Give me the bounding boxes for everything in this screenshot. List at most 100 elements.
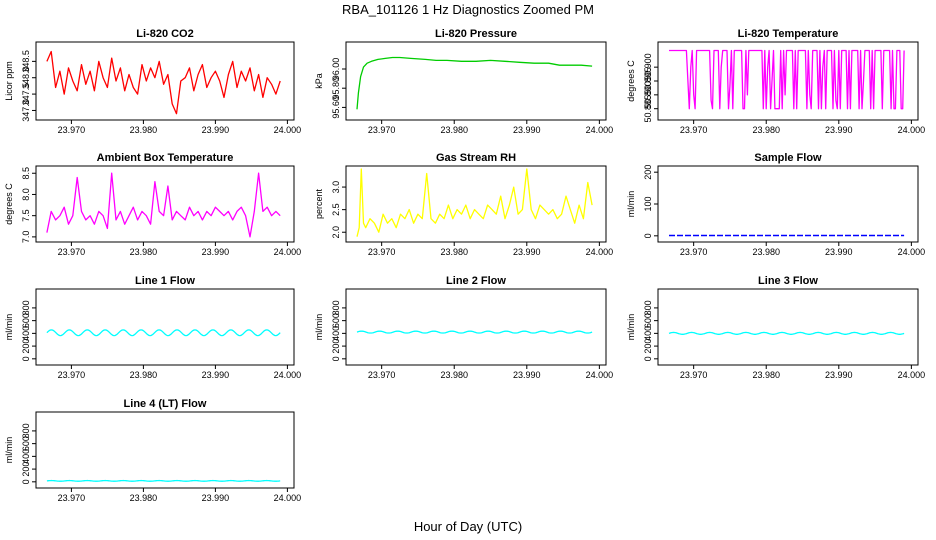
y-tick-label: 200 (21, 339, 31, 354)
plot-frame (35, 165, 295, 243)
x-tick-label: 23.990 (202, 370, 230, 380)
panel-title: Li-820 Temperature (738, 28, 839, 40)
plot-frame (345, 288, 607, 366)
x-tick-label: 23.970 (368, 247, 396, 257)
x-tick-label: 23.980 (130, 247, 158, 257)
panel-title: Ambient Box Temperature (97, 152, 234, 164)
y-tick-label: 8.0 (21, 188, 31, 201)
y-tick-label: 8.5 (21, 167, 31, 180)
x-tick-label: 23.970 (368, 125, 396, 135)
x-tick-label: 23.970 (680, 370, 708, 380)
panel-title: Line 1 Flow (135, 275, 195, 287)
series-line (356, 330, 593, 334)
x-tick-label: 23.980 (130, 370, 158, 380)
x-tick-label: 23.970 (58, 125, 86, 135)
x-tick-label: 23.970 (58, 493, 86, 503)
x-tick-label: 24.000 (586, 125, 614, 135)
panel-title: Sample Flow (754, 152, 822, 164)
chart-panel: Li-820 CO2 23.970 23.980 23.990 24.000 347.0 3… (4, 28, 301, 135)
y-tick-label: 95.60 (331, 96, 341, 119)
plot-frame (657, 288, 919, 366)
y-axis-label: ml/min (626, 314, 636, 341)
chart-panel: Li-820 Temperature 23.970 23.980 23.990 24.0… (626, 28, 925, 135)
y-tick-label: 7.5 (21, 209, 31, 222)
y-axis-label: ml/min (314, 314, 324, 341)
panel-title: Li-820 Pressure (435, 28, 517, 40)
plot-frame (35, 41, 295, 121)
x-tick-label: 23.980 (130, 125, 158, 135)
chart-panel: Line 1 Flow 23.970 23.980 23.990 24.000 0 2004… (4, 275, 301, 380)
y-tick-label: 400 (643, 326, 653, 341)
y-tick-label: 2.0 (331, 226, 341, 239)
x-tick-label: 23.980 (440, 125, 468, 135)
y-tick-label: 200 (21, 462, 31, 477)
x-tick-label: 23.990 (202, 493, 230, 503)
x-tick-label: 24.000 (274, 125, 302, 135)
chart-panels: Li-820 CO2 23.970 23.980 23.990 24.000 347.0 3… (4, 28, 925, 503)
y-tick-label: 50.890 (643, 81, 653, 109)
panel-title: Line 2 Flow (446, 275, 506, 287)
chart-panel: Li-820 Pressure 23.970 23.980 23.990 24.000 9… (314, 28, 613, 135)
x-tick-label: 24.000 (274, 493, 302, 503)
y-tick-label: 96.00 (331, 58, 341, 81)
x-tick-label: 23.990 (513, 125, 541, 135)
y-axis-label: ml/min (626, 191, 636, 218)
chart-panel: Gas Stream RH 23.970 23.980 23.990 24.000 2.0… (314, 152, 613, 257)
y-tick-label: 800 (21, 423, 31, 438)
series-line (46, 329, 281, 337)
y-axis-label: Licor ppm (4, 61, 14, 101)
plot-frame (35, 411, 295, 489)
series-line (669, 49, 905, 110)
x-tick-label: 24.000 (586, 370, 614, 380)
x-tick-label: 24.000 (898, 125, 926, 135)
y-tick-label: 0 (21, 479, 31, 484)
y-tick-label: 50.895 (643, 67, 653, 95)
y-tick-label: 600 (21, 313, 31, 328)
panel-title: Line 3 Flow (758, 275, 818, 287)
chart-panel: Ambient Box Temperature 23.970 23.980 23.99… (4, 152, 301, 257)
figure-title: RBA_101126 1 Hz Diagnostics Zoomed PM (342, 2, 594, 17)
y-tick-label: 2.5 (331, 203, 341, 216)
plot-frame (345, 165, 607, 243)
x-tick-label: 24.000 (274, 247, 302, 257)
x-tick-label: 23.970 (368, 370, 396, 380)
chart-panel: Line 4 (LT) Flow 23.970 23.980 23.990 24.000… (4, 398, 301, 503)
y-tick-label: 600 (331, 313, 341, 328)
y-axis-label: percent (314, 188, 324, 219)
chart-panel: Sample Flow 23.970 23.980 23.990 24.000 0 100 2… (626, 152, 925, 257)
panel-title: Li-820 CO2 (136, 28, 193, 40)
plot-frame (345, 41, 607, 121)
y-tick-label: 0 (21, 356, 31, 361)
chart-panel: Line 2 Flow 23.970 23.980 23.990 24.000 0 2004… (314, 275, 613, 380)
plot-frame (657, 165, 919, 243)
y-tick-label: 348.0 (21, 66, 31, 89)
y-tick-label: 3.0 (331, 181, 341, 194)
x-tick-label: 23.990 (513, 370, 541, 380)
x-tick-label: 23.970 (680, 247, 708, 257)
y-tick-label: 400 (21, 326, 31, 341)
y-tick-label: 348.5 (21, 50, 31, 73)
x-tick-label: 23.990 (825, 247, 853, 257)
series-line (46, 50, 281, 115)
x-tick-label: 24.000 (898, 370, 926, 380)
y-tick-label: 0 (643, 233, 653, 238)
x-tick-label: 23.980 (130, 493, 158, 503)
x-tick-label: 23.990 (202, 125, 230, 135)
x-tick-label: 23.990 (825, 125, 853, 135)
series-line (46, 479, 281, 482)
x-tick-label: 23.970 (58, 247, 86, 257)
y-tick-label: 100 (643, 196, 653, 211)
y-axis-label: ml/min (4, 314, 14, 341)
x-tick-label: 23.980 (752, 370, 780, 380)
chart-panel: Line 3 Flow 23.970 23.980 23.990 24.000 0 2004… (626, 275, 925, 380)
series-line (356, 168, 593, 237)
y-tick-label: 347.0 (21, 99, 31, 122)
x-tick-label: 23.990 (825, 370, 853, 380)
y-axis-label: kPa (314, 73, 324, 89)
y-tick-label: 800 (21, 300, 31, 315)
y-tick-label: 0 (643, 356, 653, 361)
y-axis-label: degrees C (4, 183, 14, 225)
y-tick-label: 200 (643, 339, 653, 354)
y-tick-label: 600 (643, 313, 653, 328)
